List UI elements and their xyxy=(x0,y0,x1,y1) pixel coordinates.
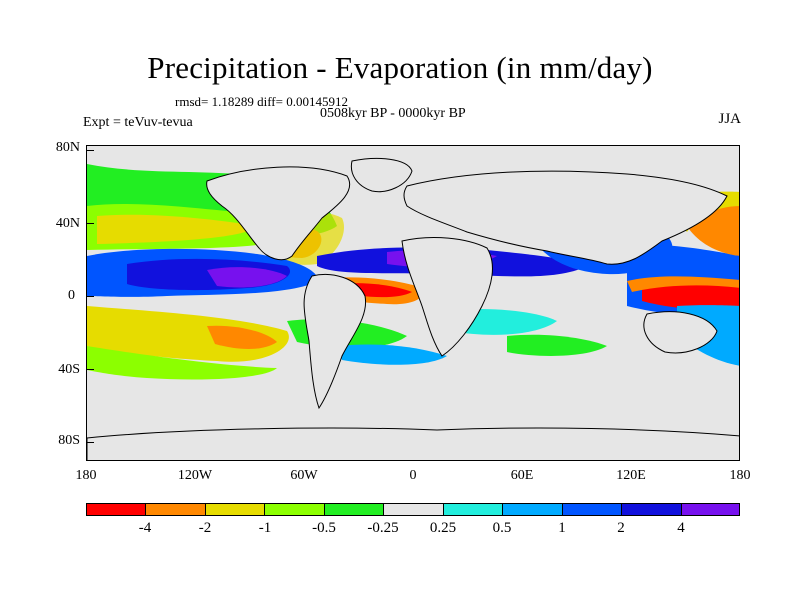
colorbar-swatch xyxy=(562,503,622,516)
experiment-label: Expt = teVuv-tevua xyxy=(83,115,193,130)
colorbar-swatch xyxy=(443,503,503,516)
colorbar-label: -1 xyxy=(258,520,272,536)
colorbar-label: -0.5 xyxy=(312,520,336,536)
field-sh-blue xyxy=(337,344,447,365)
lon-label-60e: 60E xyxy=(510,468,534,483)
colorbar-label: 0.5 xyxy=(492,520,512,536)
australia xyxy=(643,311,718,354)
stats-text: rmsd= 1.18289 diff= 0.00145912 xyxy=(175,94,348,109)
eurasia xyxy=(403,170,728,265)
colorbar-swatch xyxy=(205,503,265,516)
lat-label-0: 0 xyxy=(68,288,75,303)
colorbar-swatch xyxy=(145,503,206,516)
south-america xyxy=(303,273,367,410)
north-america xyxy=(206,166,350,261)
precip-evap-map xyxy=(87,157,739,460)
field-npac-yellow2 xyxy=(97,214,257,244)
field-sio-green xyxy=(507,334,607,356)
coastlines xyxy=(87,157,739,460)
colorbar xyxy=(86,503,740,516)
plot-title: Precipitation - Evaporation (in mm/day) xyxy=(147,50,653,85)
colorbar-swatch xyxy=(86,503,146,516)
colorbar-label: 1 xyxy=(558,520,566,536)
lat-label-80n: 80N xyxy=(55,140,80,155)
lon-label-180w: 180 xyxy=(75,468,97,483)
lon-label-120e: 120E xyxy=(616,468,646,483)
lon-label-0: 0 xyxy=(409,468,417,483)
period-text: 0508kyr BP - 0000kyr BP xyxy=(320,106,466,121)
colorbar-swatch xyxy=(264,503,325,516)
lat-tick-40n xyxy=(86,223,94,224)
colorbar-label: 4 xyxy=(677,520,685,536)
colorbar-label: -0.25 xyxy=(367,520,399,536)
lat-tick-80n xyxy=(86,150,94,151)
lat-tick-40s xyxy=(86,369,94,370)
colorbar-swatch xyxy=(621,503,682,516)
lat-tick-0 xyxy=(86,296,94,297)
lat-tick-80s xyxy=(86,442,94,443)
lon-label-60w: 60W xyxy=(290,468,318,483)
field-wpac-orange xyxy=(627,276,739,292)
lat-label-40n: 40N xyxy=(55,216,80,231)
field-spac-orange xyxy=(207,325,277,349)
map-panel xyxy=(86,145,740,461)
greenland xyxy=(350,157,413,193)
colorbar-label: -4 xyxy=(138,520,152,536)
season-label: JJA xyxy=(718,111,741,127)
field-itcz-pac-violet xyxy=(207,267,287,288)
colorbar-swatch xyxy=(502,503,563,516)
field-spac-green xyxy=(87,346,277,380)
antarctica xyxy=(87,427,739,460)
field-wpac-red xyxy=(642,282,739,310)
colorbar-label: 2 xyxy=(617,520,625,536)
colorbar-swatch xyxy=(324,503,384,516)
lon-label-180e: 180 xyxy=(729,468,751,483)
colorbar-label: 0.25 xyxy=(429,520,457,536)
africa xyxy=(401,237,493,357)
lon-label-120w: 120W xyxy=(177,468,213,483)
colorbar-swatch xyxy=(681,503,740,516)
lat-label-80s: 80S xyxy=(58,433,80,448)
lat-label-40s: 40S xyxy=(58,362,80,377)
colorbar-label: -2 xyxy=(198,520,212,536)
colorbar-swatch xyxy=(383,503,444,516)
